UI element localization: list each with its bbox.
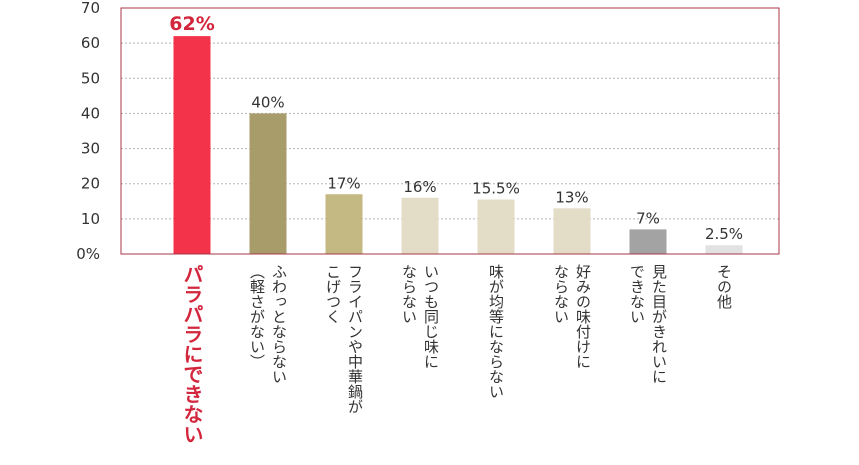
bar — [553, 208, 591, 254]
bar — [401, 197, 439, 254]
bars — [173, 36, 743, 254]
bar — [477, 199, 515, 254]
y-axis-ticks: 0% 10 20 30 40 50 60 70 — [76, 0, 100, 263]
y-tick-label: 60 — [81, 34, 100, 52]
bar-value-label: 40% — [251, 93, 284, 111]
category-label: いつも同じ味に ならない — [400, 264, 440, 369]
y-tick-label: 50 — [81, 69, 100, 87]
y-tick-label: 70 — [81, 0, 100, 17]
grid-lines — [121, 42, 779, 220]
bar-value-label: 17% — [327, 174, 360, 192]
bar — [705, 245, 743, 254]
bar — [249, 113, 287, 254]
category-label: 見た目がきれいに できない — [628, 264, 668, 384]
bar — [325, 194, 363, 254]
bar-value-label: 62% — [169, 13, 214, 35]
plot-frame — [120, 7, 780, 255]
category-label: その他 — [715, 264, 733, 309]
category-label: 好みの味付けに ならない — [552, 264, 592, 369]
bar — [173, 36, 211, 254]
category-label: パラパラにできない — [180, 264, 204, 444]
y-tick-label: 0% — [76, 245, 100, 263]
y-tick-label: 20 — [81, 175, 100, 193]
bar-value-label: 13% — [555, 188, 588, 206]
bar — [629, 229, 667, 254]
y-tick-label: 40 — [81, 104, 100, 122]
y-tick-label: 30 — [81, 140, 100, 158]
category-label: フライパンや中華鍋が こげつく — [324, 264, 364, 414]
y-tick-label: 10 — [81, 210, 100, 228]
data-labels: 62% 40% 17% 16% 15.5% 13% 7% 2.5% — [169, 13, 743, 243]
bar-value-label: 2.5% — [705, 225, 743, 243]
category-label: 味が均等にならない — [487, 264, 505, 399]
category-label: ふわっとならない （軽さがない） — [248, 264, 288, 384]
bar-value-label: 16% — [403, 178, 436, 196]
bar-value-label: 7% — [636, 209, 660, 227]
bar-value-label: 15.5% — [472, 180, 520, 198]
